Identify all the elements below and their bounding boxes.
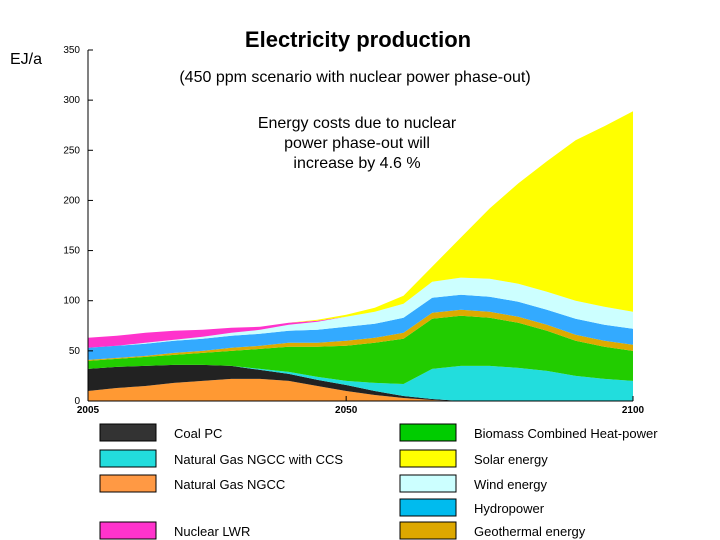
legend-swatch-solar-energy [399, 449, 457, 468]
legend-label-nuclear-lwr: Nuclear LWR [174, 524, 250, 539]
legend-swatch-natural-gas-ngcc-with-ccs [99, 449, 157, 468]
legend-swatch-hydropower [399, 498, 457, 517]
area-coal-pc [88, 364, 633, 401]
legend-label-natural-gas-ngcc-with-ccs: Natural Gas NGCC with CCS [174, 452, 343, 467]
area-natural-gas-ngcc [88, 378, 633, 401]
y-tick-label: 200 [63, 195, 80, 206]
y-tick-label: 150 [63, 246, 80, 257]
y-tick-label: 350 [63, 45, 80, 56]
legend: Coal PC Natural Gas NGCC with CCS Natural … [99, 423, 658, 540]
legend-label-biomass-combined-heat-power: Biomass Combined Heat-power [474, 426, 658, 441]
legend-swatch-biomass-combined-heat-power [399, 423, 457, 442]
area-wind-energy [88, 277, 633, 348]
x-tick-label: 2100 [622, 405, 645, 416]
legend-label-coal-pc: Coal PC [174, 426, 222, 441]
area-hydropower [88, 294, 633, 360]
y-tick-label: 50 [69, 346, 81, 357]
annotation-line-2: power phase-out will [284, 135, 430, 152]
area-biomass-combined-heat-power [88, 315, 633, 384]
legend-swatch-coal-pc [99, 423, 157, 442]
annotation-line-3: increase by 4.6 % [293, 155, 420, 172]
y-tick-label: 250 [63, 145, 80, 156]
legend-swatch-nuclear-lwr [99, 521, 157, 540]
legend-label-geothermal-energy: Geothermal energy [474, 524, 586, 539]
legend-label-wind-energy: Wind energy [474, 477, 547, 492]
legend-label-natural-gas-ngcc: Natural Gas NGCC [174, 477, 285, 492]
y-tick-label: 0 [74, 396, 80, 407]
x-tick-label: 2005 [77, 405, 100, 416]
legend-swatch-wind-energy [399, 474, 457, 493]
y-axis-unit-label: EJ/a [10, 51, 42, 68]
y-tick-label: 300 [63, 95, 80, 106]
chart-subtitle: (450 ppm scenario with nuclear power pha… [179, 69, 530, 86]
plot-area [88, 111, 633, 401]
legend-label-solar-energy: Solar energy [474, 452, 548, 467]
legend-swatch-natural-gas-ngcc [99, 474, 157, 493]
annotation-line-1: Energy costs due to nuclear [258, 115, 457, 132]
chart-title: Electricity production [245, 27, 471, 52]
x-tick-label: 2050 [335, 405, 358, 416]
area-natural-gas-ngcc-with-ccs [88, 364, 633, 401]
area-solar-energy [88, 111, 633, 338]
legend-swatch-geothermal-energy [399, 521, 457, 540]
y-tick-label: 100 [63, 296, 80, 307]
axes: 0 50 100 150 200 250 300 350 2005 2050 2100 [63, 45, 644, 416]
legend-label-hydropower: Hydropower [474, 501, 545, 516]
area-nuclear-lwr [88, 277, 633, 348]
